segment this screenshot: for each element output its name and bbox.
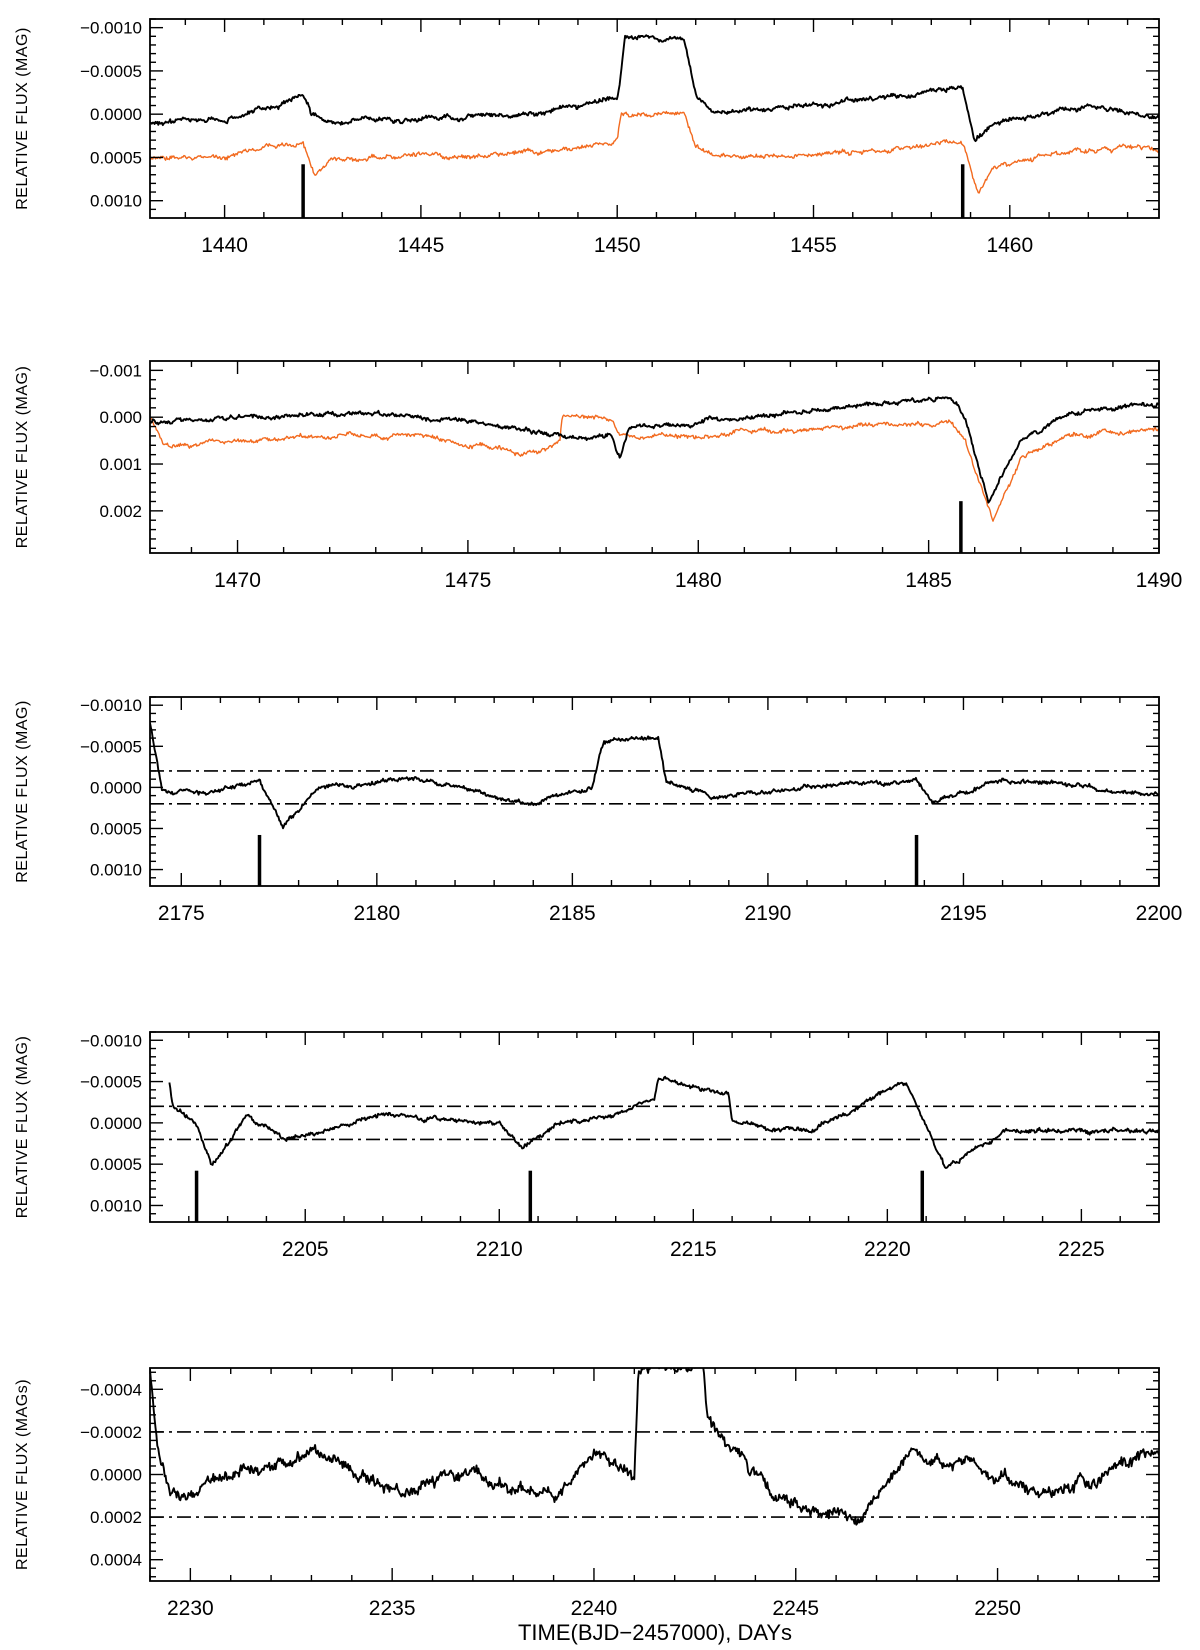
plot-frame	[149, 1367, 1160, 1582]
y-tick-label: 0.0010	[90, 192, 142, 211]
y-tick-label: −0.0004	[80, 1380, 142, 1399]
y-tick-label: 0.0002	[90, 1508, 142, 1527]
x-tick-label: 2190	[745, 902, 792, 925]
x-tick-label: 2200	[1136, 902, 1183, 925]
x-tick-label: 1460	[986, 234, 1033, 257]
series-line-2	[150, 110, 1159, 194]
x-tick-label: 2180	[353, 902, 400, 925]
y-axis-label: RELATIVE FLUX (MAG)	[14, 27, 31, 210]
y-tick-label: 0.0000	[90, 1466, 142, 1485]
x-tick-label: 2220	[864, 1238, 911, 1261]
series-line-1	[150, 722, 1159, 830]
plot-frame	[149, 18, 1160, 219]
y-axis-label: RELATIVE FLUX (MAG)	[14, 700, 31, 883]
series-line-1	[150, 34, 1159, 143]
panel-1: 1440 1445 1450 1455 1460 −0.0010 −0.0005 0.0000…	[14, 18, 1160, 257]
y-tick-label: −0.0010	[80, 1031, 142, 1050]
x-axis-label: TIME(BJD−2457000), DAYs	[518, 1620, 792, 1645]
y-tick-label: 0.002	[99, 502, 142, 521]
x-tick-label: 1450	[594, 234, 641, 257]
y-tick-label: 0.0010	[90, 1196, 142, 1215]
x-tick-label: 1475	[445, 569, 492, 592]
plot-frame	[149, 360, 1160, 554]
y-tick-label: 0.001	[99, 455, 142, 474]
x-tick-label: 2215	[670, 1238, 717, 1261]
panel-5: 2230 2235 2240 2245 2250 −0.0004 −0.0002 0.0000…	[14, 1367, 1160, 1620]
x-tick-label: 2205	[282, 1238, 329, 1261]
plot-frame	[149, 696, 1160, 887]
plot-frame	[149, 1031, 1160, 1223]
y-tick-label: −0.0005	[80, 737, 142, 756]
x-tick-label: 1455	[790, 234, 837, 257]
x-tick-label: 1480	[675, 569, 722, 592]
y-tick-label: 0.0000	[90, 105, 142, 124]
y-axis-label: RELATIVE FLUX (MAGs)	[14, 1379, 31, 1570]
y-tick-label: −0.0002	[80, 1423, 142, 1442]
series-line-1	[150, 396, 1159, 504]
x-tick-label: 2175	[158, 902, 205, 925]
x-tick-label: 1485	[905, 569, 952, 592]
x-tick-label: 2195	[940, 902, 987, 925]
series-line-1	[150, 1368, 1159, 1526]
y-tick-label: −0.0005	[80, 1073, 142, 1092]
x-tick-label: 1440	[201, 234, 248, 257]
series-line-2	[150, 413, 1159, 522]
x-tick-label: 2230	[167, 1597, 214, 1620]
y-tick-label: 0.0005	[90, 148, 142, 167]
y-tick-label: 0.0004	[90, 1551, 142, 1570]
y-axis-label: RELATIVE FLUX (MAG)	[14, 366, 31, 549]
y-tick-label: 0.0000	[90, 778, 142, 797]
y-tick-label: 0.0010	[90, 861, 142, 880]
series-line-1	[168, 1075, 1159, 1169]
x-tick-label: 2210	[476, 1238, 523, 1261]
x-tick-label: 1445	[398, 234, 445, 257]
x-tick-label: 2225	[1058, 1238, 1105, 1261]
x-tick-label: 2245	[772, 1597, 819, 1620]
y-tick-label: 0.0005	[90, 819, 142, 838]
y-tick-label: −0.0010	[80, 696, 142, 715]
panel-3: 2175 2180 2185 2190 2195 2200 −0.0010 −0.0005 0.…	[14, 696, 1182, 925]
y-tick-label: −0.0005	[80, 62, 142, 81]
y-tick-label: 0.0000	[90, 1114, 142, 1133]
y-tick-label: 0.0005	[90, 1155, 142, 1174]
x-tick-label: 2235	[369, 1597, 416, 1620]
x-tick-label: 2185	[549, 902, 596, 925]
panel-2: 1470 1475 1480 1485 1490 −0.001 0.000 0.001 0.00…	[14, 360, 1183, 592]
x-tick-label: 2250	[974, 1597, 1021, 1620]
y-tick-label: 0.000	[99, 408, 142, 427]
panel-4: 2205 2210 2215 2220 2225 −0.0010 −0.0005 0.0000…	[14, 1031, 1160, 1261]
x-tick-label: 2240	[571, 1597, 618, 1620]
x-tick-label: 1470	[214, 569, 261, 592]
x-tick-label: 1490	[1136, 569, 1183, 592]
y-tick-label: −0.001	[90, 361, 142, 380]
y-axis-label: RELATIVE FLUX (MAG)	[14, 1036, 31, 1219]
y-tick-label: −0.0010	[80, 19, 142, 38]
